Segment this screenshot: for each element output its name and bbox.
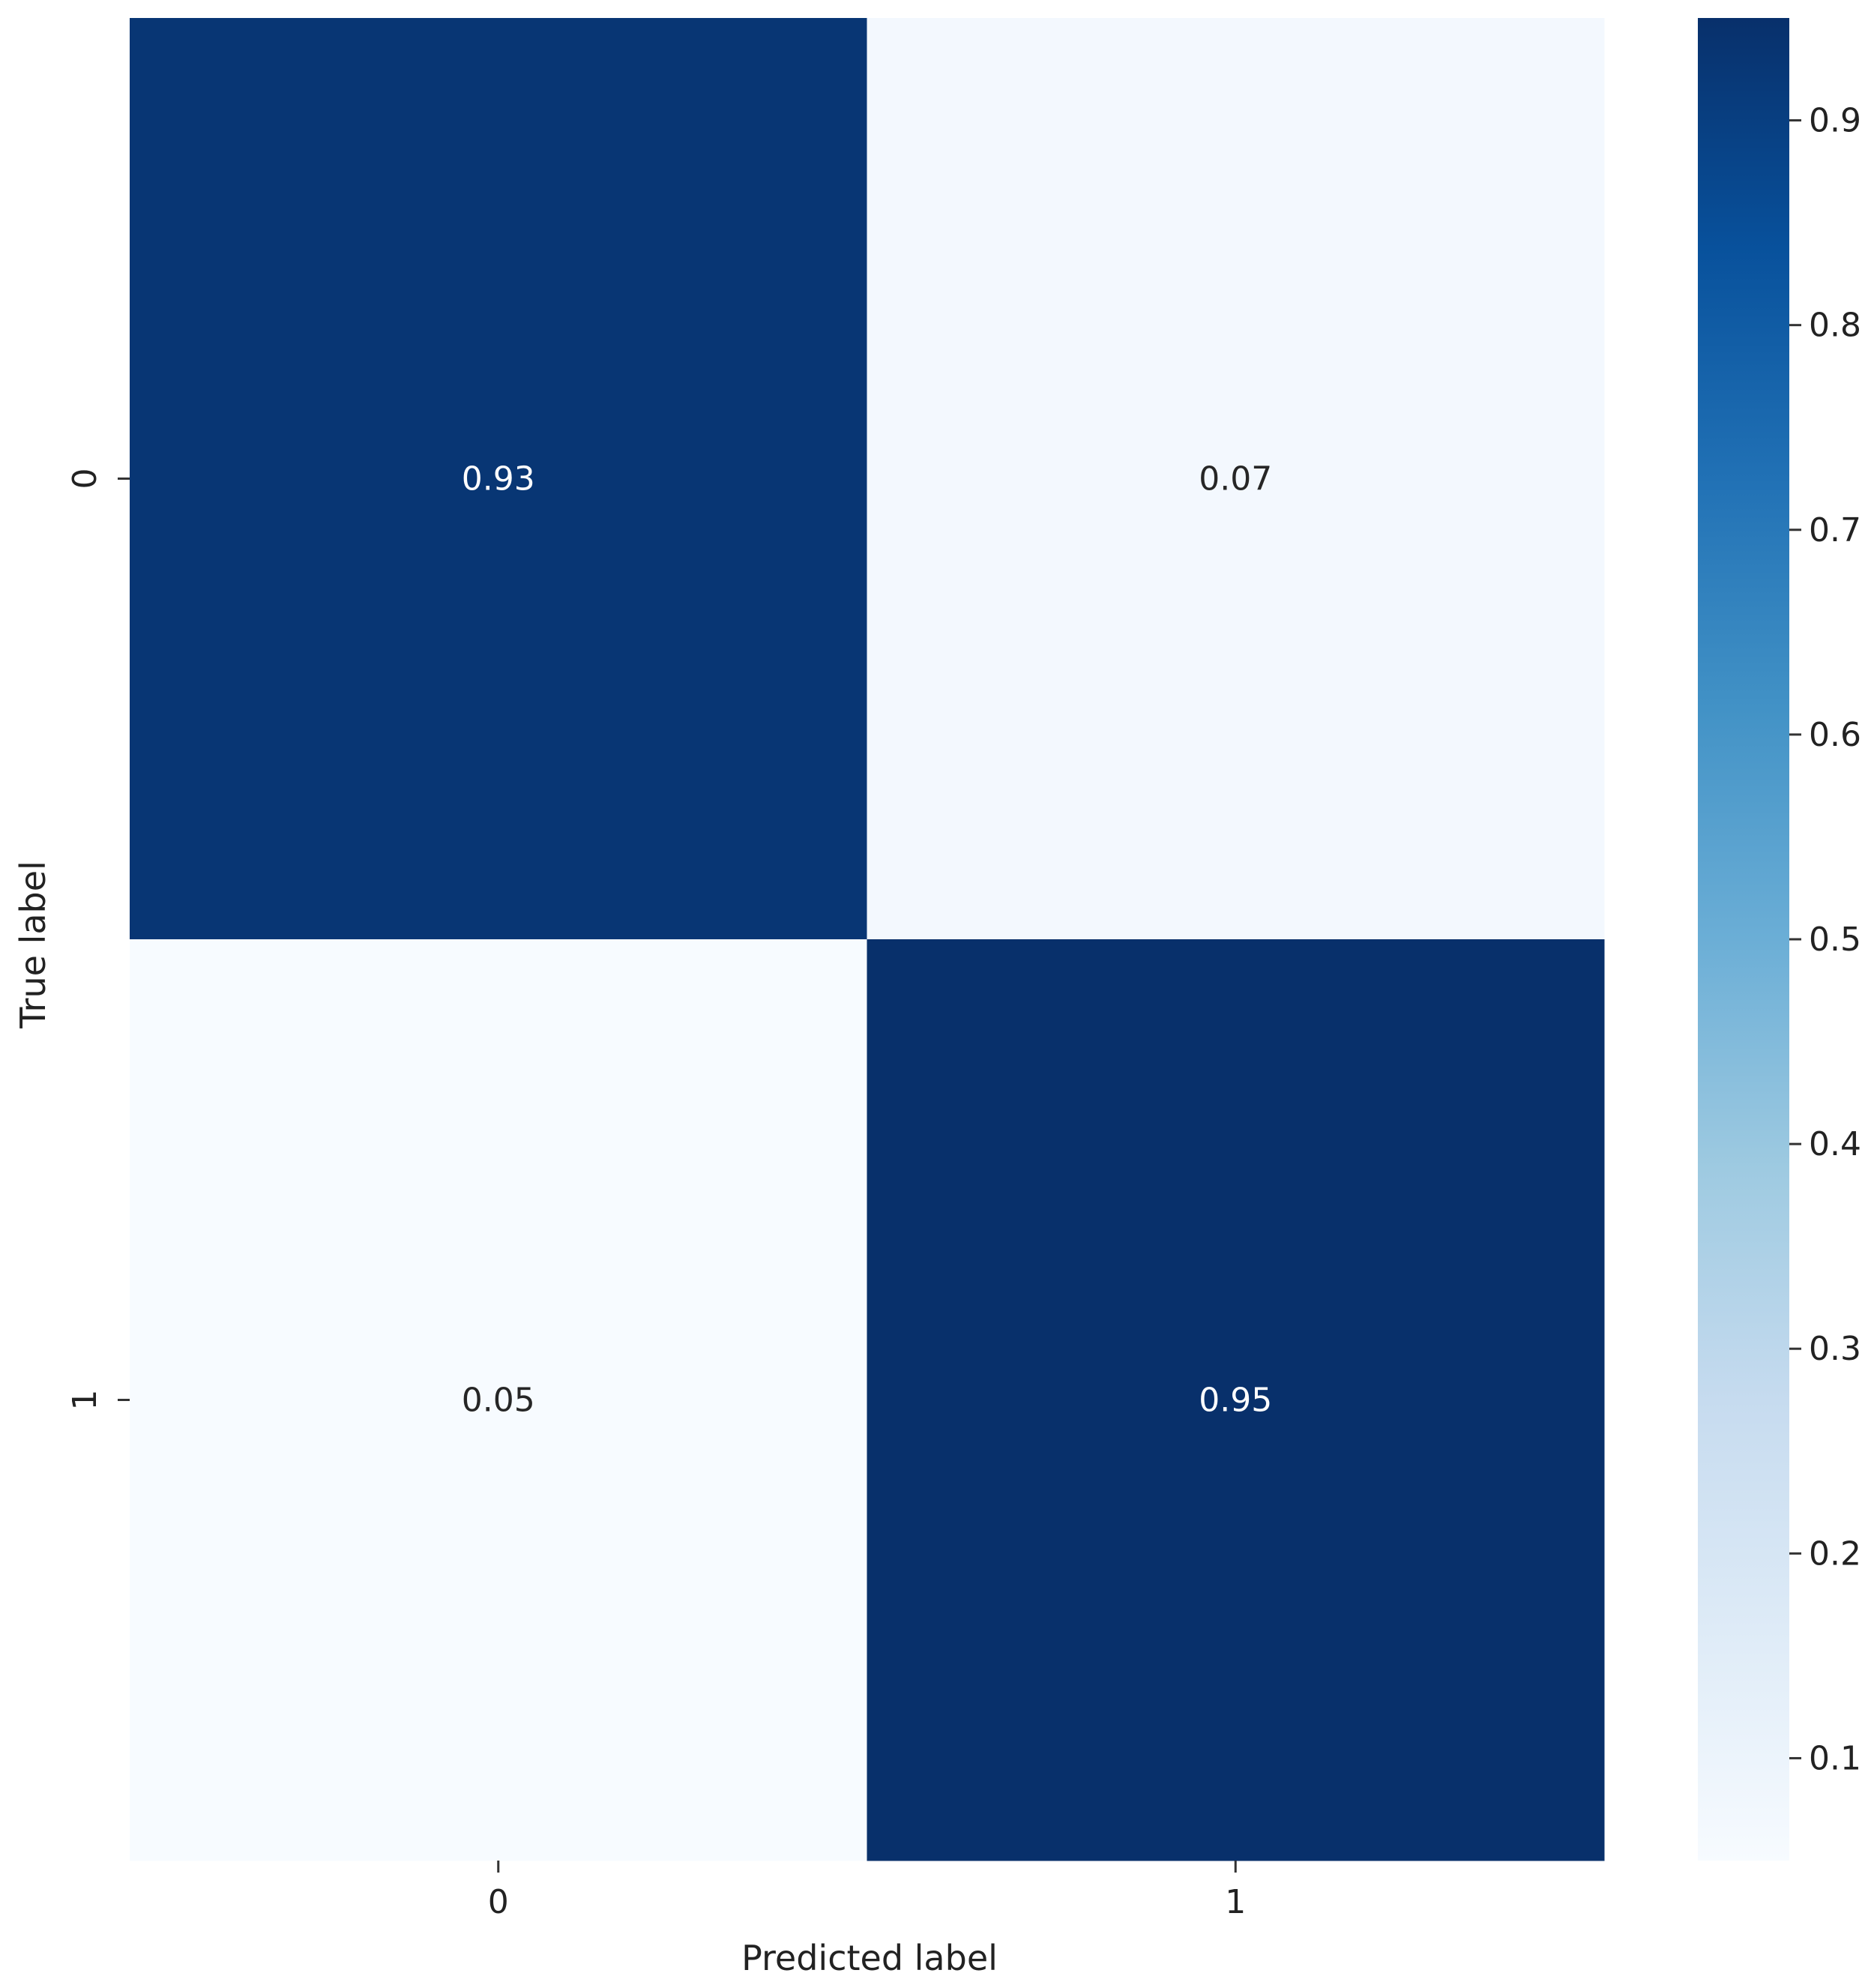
cell-value-label: 0.07 bbox=[1199, 460, 1272, 498]
colorbar bbox=[1698, 18, 1789, 1861]
y-tick-label: 0 bbox=[66, 469, 104, 490]
colorbar-ticks: 0.1 0.2 0.3 0.4 0.5 0.6 0.7 0.8 0.9 bbox=[1789, 102, 1861, 1777]
colorbar-tick-label: 0.1 bbox=[1809, 1739, 1861, 1777]
x-tick-label: 1 bbox=[1225, 1883, 1246, 1921]
heatmap-cells: 0.93 0.07 0.05 0.95 bbox=[130, 18, 1605, 1861]
y-tick-label: 1 bbox=[66, 1390, 104, 1411]
x-axis-label: Predicted label bbox=[741, 1938, 998, 1978]
heatmap-cell bbox=[867, 939, 1605, 1861]
cell-value-label: 0.95 bbox=[1199, 1382, 1272, 1420]
heatmap-cell bbox=[130, 939, 867, 1861]
cell-value-label: 0.05 bbox=[462, 1382, 535, 1420]
colorbar-tick-label: 0.3 bbox=[1809, 1330, 1861, 1368]
y-axis-label: True label bbox=[13, 861, 53, 1029]
colorbar-tick-label: 0.9 bbox=[1809, 102, 1861, 140]
colorbar-tick-label: 0.5 bbox=[1809, 921, 1861, 959]
heatmap-cell bbox=[867, 18, 1605, 940]
y-axis: 01 bbox=[66, 469, 130, 1411]
colorbar-tick-label: 0.7 bbox=[1809, 511, 1861, 549]
colorbar-tick-label: 0.6 bbox=[1809, 716, 1861, 754]
cell-value-label: 0.93 bbox=[462, 460, 535, 498]
x-tick-label: 0 bbox=[488, 1883, 509, 1921]
colorbar-tick-label: 0.2 bbox=[1809, 1534, 1861, 1573]
heatmap-cell bbox=[130, 18, 867, 940]
colorbar-tick-label: 0.8 bbox=[1809, 307, 1861, 345]
colorbar-tick-label: 0.4 bbox=[1809, 1125, 1861, 1163]
